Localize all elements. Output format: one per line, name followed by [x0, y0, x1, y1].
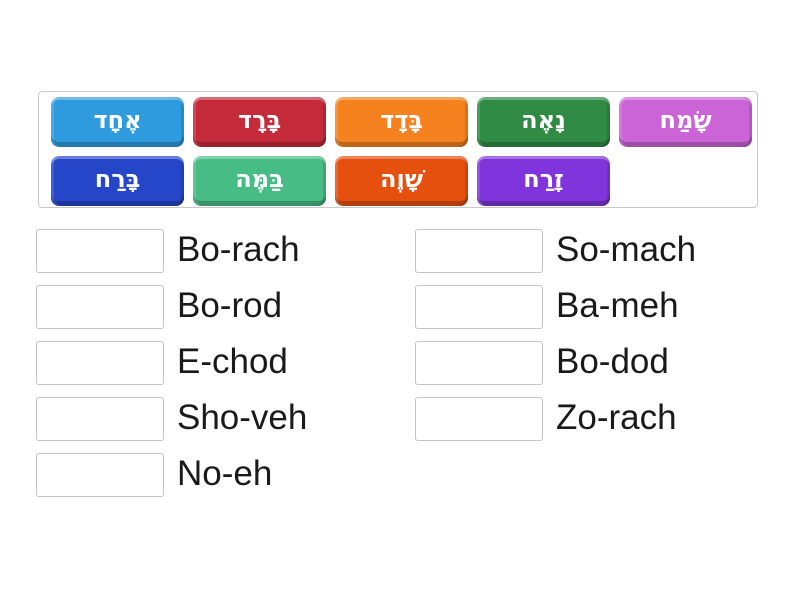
- match-label-e-chod: E-chod: [177, 341, 288, 381]
- match-column-left: Bo-rach Bo-rod E-chod Sho-veh No-eh: [36, 229, 307, 497]
- match-row-so-mach: So-mach: [415, 229, 696, 273]
- drop-box-sho-veh[interactable]: [36, 397, 164, 441]
- drop-box-bo-rod[interactable]: [36, 285, 164, 329]
- match-label-zo-rach: Zo-rach: [556, 397, 677, 437]
- keyword-tile-bank: אֶחָד בָּרָד בָּדָד נָאֶה שָׂמַח בָּרַח …: [38, 91, 758, 208]
- match-label-bo-rod: Bo-rod: [177, 285, 283, 325]
- match-row-bo-rod: Bo-rod: [36, 285, 307, 329]
- match-row-bo-rach: Bo-rach: [36, 229, 307, 273]
- drop-box-bo-dod[interactable]: [415, 341, 543, 385]
- match-label-ba-meh: Ba-meh: [556, 285, 679, 325]
- match-label-sho-veh: Sho-veh: [177, 397, 308, 437]
- match-label-so-mach: So-mach: [556, 229, 697, 269]
- tile-bo-rod[interactable]: בָּרָד: [193, 97, 326, 147]
- drop-box-no-eh[interactable]: [36, 453, 164, 497]
- match-label-bo-rach: Bo-rach: [177, 229, 300, 269]
- match-label-no-eh: No-eh: [177, 453, 273, 493]
- match-row-no-eh: No-eh: [36, 453, 307, 497]
- drop-box-ba-meh[interactable]: [415, 285, 543, 329]
- match-row-bo-dod: Bo-dod: [415, 341, 696, 385]
- match-row-sho-veh: Sho-veh: [36, 397, 307, 441]
- tile-bank-row-2: בָּרַח בַּמֶּה שָׁוֶה זָרַח: [51, 156, 752, 206]
- match-row-ba-meh: Ba-meh: [415, 285, 696, 329]
- drop-box-zo-rach[interactable]: [415, 397, 543, 441]
- tile-bank-row-1: אֶחָד בָּרָד בָּדָד נָאֶה שָׂמַח: [51, 97, 752, 147]
- match-label-bo-dod: Bo-dod: [556, 341, 669, 381]
- tile-zo-rach[interactable]: זָרַח: [477, 156, 610, 206]
- match-row-e-chod: E-chod: [36, 341, 307, 385]
- drop-box-bo-rach[interactable]: [36, 229, 164, 273]
- tile-so-mach[interactable]: שָׂמַח: [619, 97, 752, 147]
- tile-no-eh[interactable]: נָאֶה: [477, 97, 610, 147]
- drop-box-e-chod[interactable]: [36, 341, 164, 385]
- drop-box-so-mach[interactable]: [415, 229, 543, 273]
- match-row-zo-rach: Zo-rach: [415, 397, 696, 441]
- tile-bo-dod[interactable]: בָּדָד: [335, 97, 468, 147]
- tile-ba-meh[interactable]: בַּמֶּה: [193, 156, 326, 206]
- tile-e-chod[interactable]: אֶחָד: [51, 97, 184, 147]
- tile-sho-veh[interactable]: שָׁוֶה: [335, 156, 468, 206]
- match-column-right: So-mach Ba-meh Bo-dod Zo-rach: [415, 229, 696, 441]
- tile-bo-rach[interactable]: בָּרַח: [51, 156, 184, 206]
